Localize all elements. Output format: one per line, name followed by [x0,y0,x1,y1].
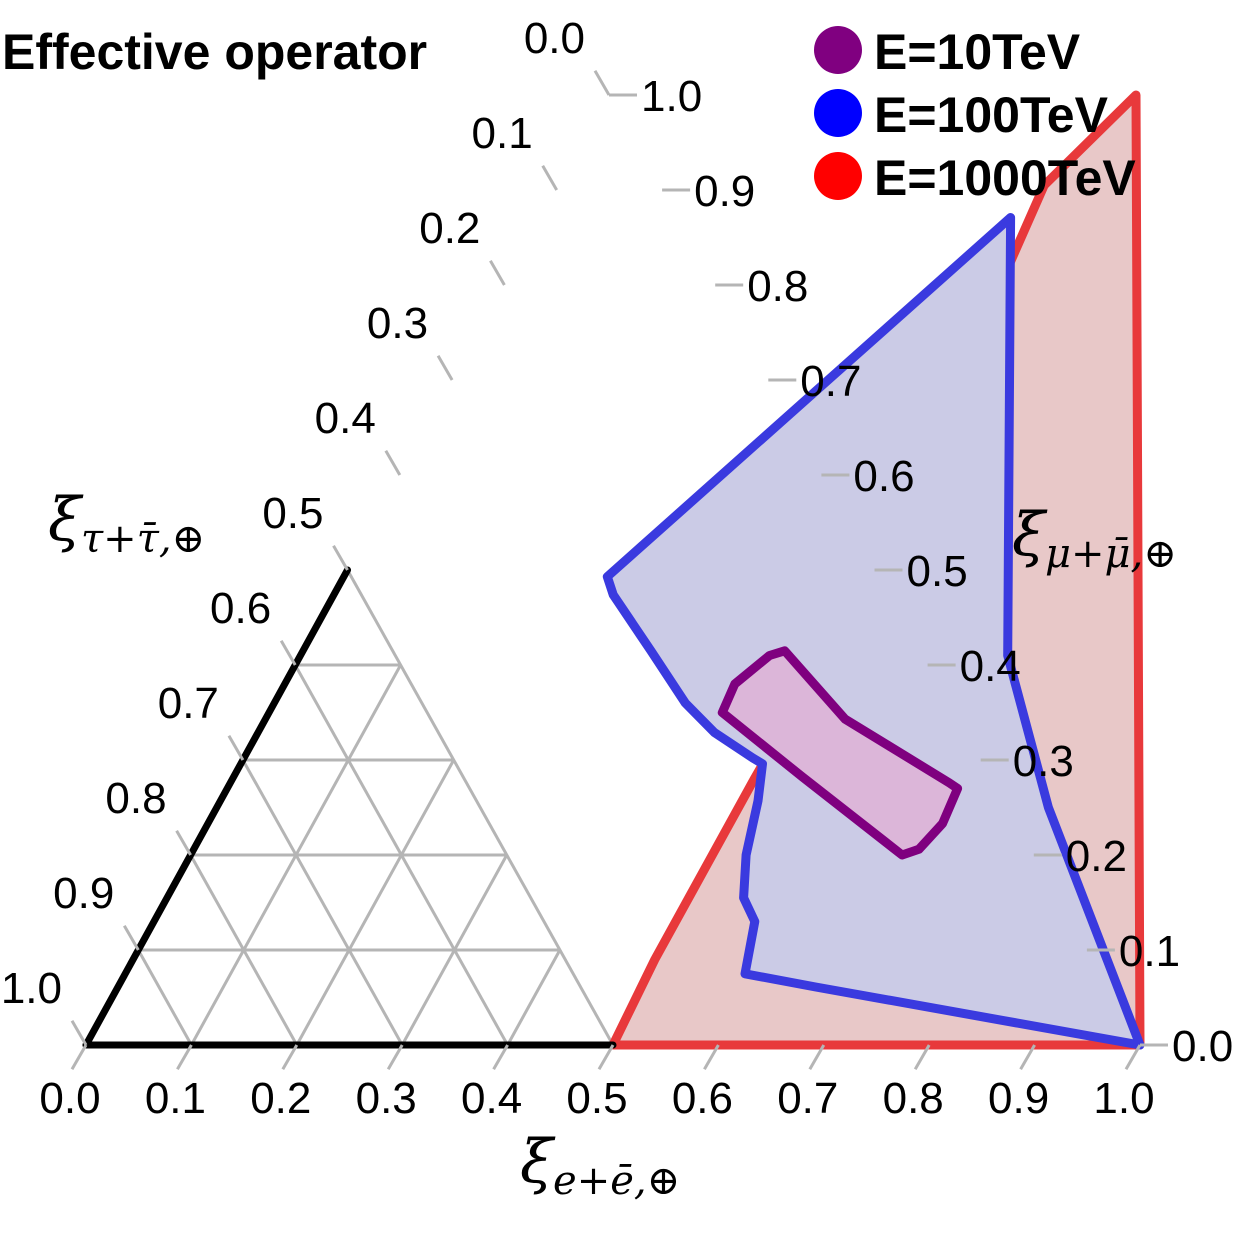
tick-label-bottom: 0.5 [566,1074,627,1123]
grid-line-tau [346,569,615,1046]
frame-left-edge [82,566,351,1049]
tick-bottom [703,1044,720,1070]
tick-left [541,165,558,191]
legend-marker-1000tev [814,152,862,200]
tick-label-left: 0.7 [158,679,219,728]
tick-left [227,735,245,761]
tick-label-left: 0.8 [105,774,166,823]
grid-lines [136,569,615,1046]
tick-label-left: 0.6 [210,584,271,633]
legend-marker-100tev [814,89,862,137]
tick-left [332,545,349,571]
triangle-frame [82,566,617,1049]
tick-bottom [492,1044,509,1070]
tick-left [489,260,506,286]
grid-line-tau [241,759,404,1046]
tick-label-left: 0.1 [472,109,533,158]
tick-left [70,1020,88,1046]
tick-label-right: 0.0 [1172,1022,1233,1071]
grid-line-tau [293,664,509,1046]
region-e-10tev [717,646,963,860]
tick-bottom [70,1044,88,1070]
grid-line-e [295,759,456,1046]
tick-label-right: 0.3 [1013,737,1074,786]
tick-left [279,640,297,666]
tick-label-right: 1.0 [641,72,702,121]
tick-label-right: 0.8 [747,262,808,311]
right-axis-label: ξμ+μ̄,⊕ [1012,500,1177,577]
tick-left [436,355,454,381]
tick-label-left: 1.0 [1,964,62,1013]
tick-label-bottom: 0.7 [777,1074,838,1123]
tick-bottom [386,1044,404,1070]
tick-marks [70,70,1168,1070]
tick-label-bottom: 0.1 [145,1074,206,1123]
tick-bottom [913,1044,931,1070]
bottom-axis-label: ξe+ē,⊕ [520,1127,680,1204]
tick-bottom [597,1044,615,1070]
tick-label-right: 0.6 [853,452,914,501]
tick-label-bottom: 0.4 [461,1074,522,1123]
tick-label-left: 0.9 [53,869,114,918]
tick-left [175,830,192,856]
legend-label-100tev: E=100TeV [874,87,1109,143]
tick-left [123,925,140,951]
tick-bottom [1019,1044,1036,1070]
tick-label-bottom: 1.0 [1093,1074,1154,1123]
tick-left [593,70,611,96]
tick-label-left: 0.5 [262,489,323,538]
legend: E=10TeV E=100TeV E=1000TeV [814,24,1136,206]
tick-label-right: 0.7 [800,357,861,406]
tick-label-bottom: 0.6 [672,1074,733,1123]
legend-label-10tev: E=10TeV [874,24,1081,80]
tick-label-left: 0.2 [419,204,480,253]
grid-line-e [506,949,562,1046]
tick-label-right: 0.4 [960,642,1021,691]
tick-label-bottom: 0.2 [250,1074,311,1123]
tick-left [384,450,402,476]
tick-bottom [808,1044,826,1070]
tick-label-right: 0.2 [1066,832,1127,881]
tick-bottom [281,1044,299,1070]
tick-bottom [176,1044,193,1070]
tick-label-bottom: 0.9 [988,1074,1049,1123]
legend-marker-10tev [814,26,862,74]
tick-label-right: 0.9 [694,167,755,216]
legend-label-1000tev: E=1000TeV [874,150,1136,206]
tick-label-left: 0.0 [524,14,585,63]
tick-label-right: 0.5 [907,547,968,596]
region-e-100tev [602,213,1145,1050]
left-axis-label: ξτ+τ̄,⊕ [48,485,205,562]
tick-bottom [1124,1044,1142,1070]
tick-label-right: 0.1 [1119,927,1180,976]
tick-label-bottom: 0.3 [356,1074,417,1123]
tick-label-left: 0.3 [367,299,428,348]
tick-label-bottom: 0.8 [883,1074,944,1123]
chart-title: Effective operator [2,24,427,80]
tick-label-left: 0.4 [315,394,376,443]
grid-line-tau [136,949,193,1046]
grid-line-tau [189,854,299,1046]
tick-label-bottom: 0.0 [39,1074,100,1123]
tick-labels: 0.0 0.0 0.0 0.1 0.1 0.1 0.2 0.2 0.2 0.3 0.3 0.3 0.4 0… [1,14,1233,1123]
